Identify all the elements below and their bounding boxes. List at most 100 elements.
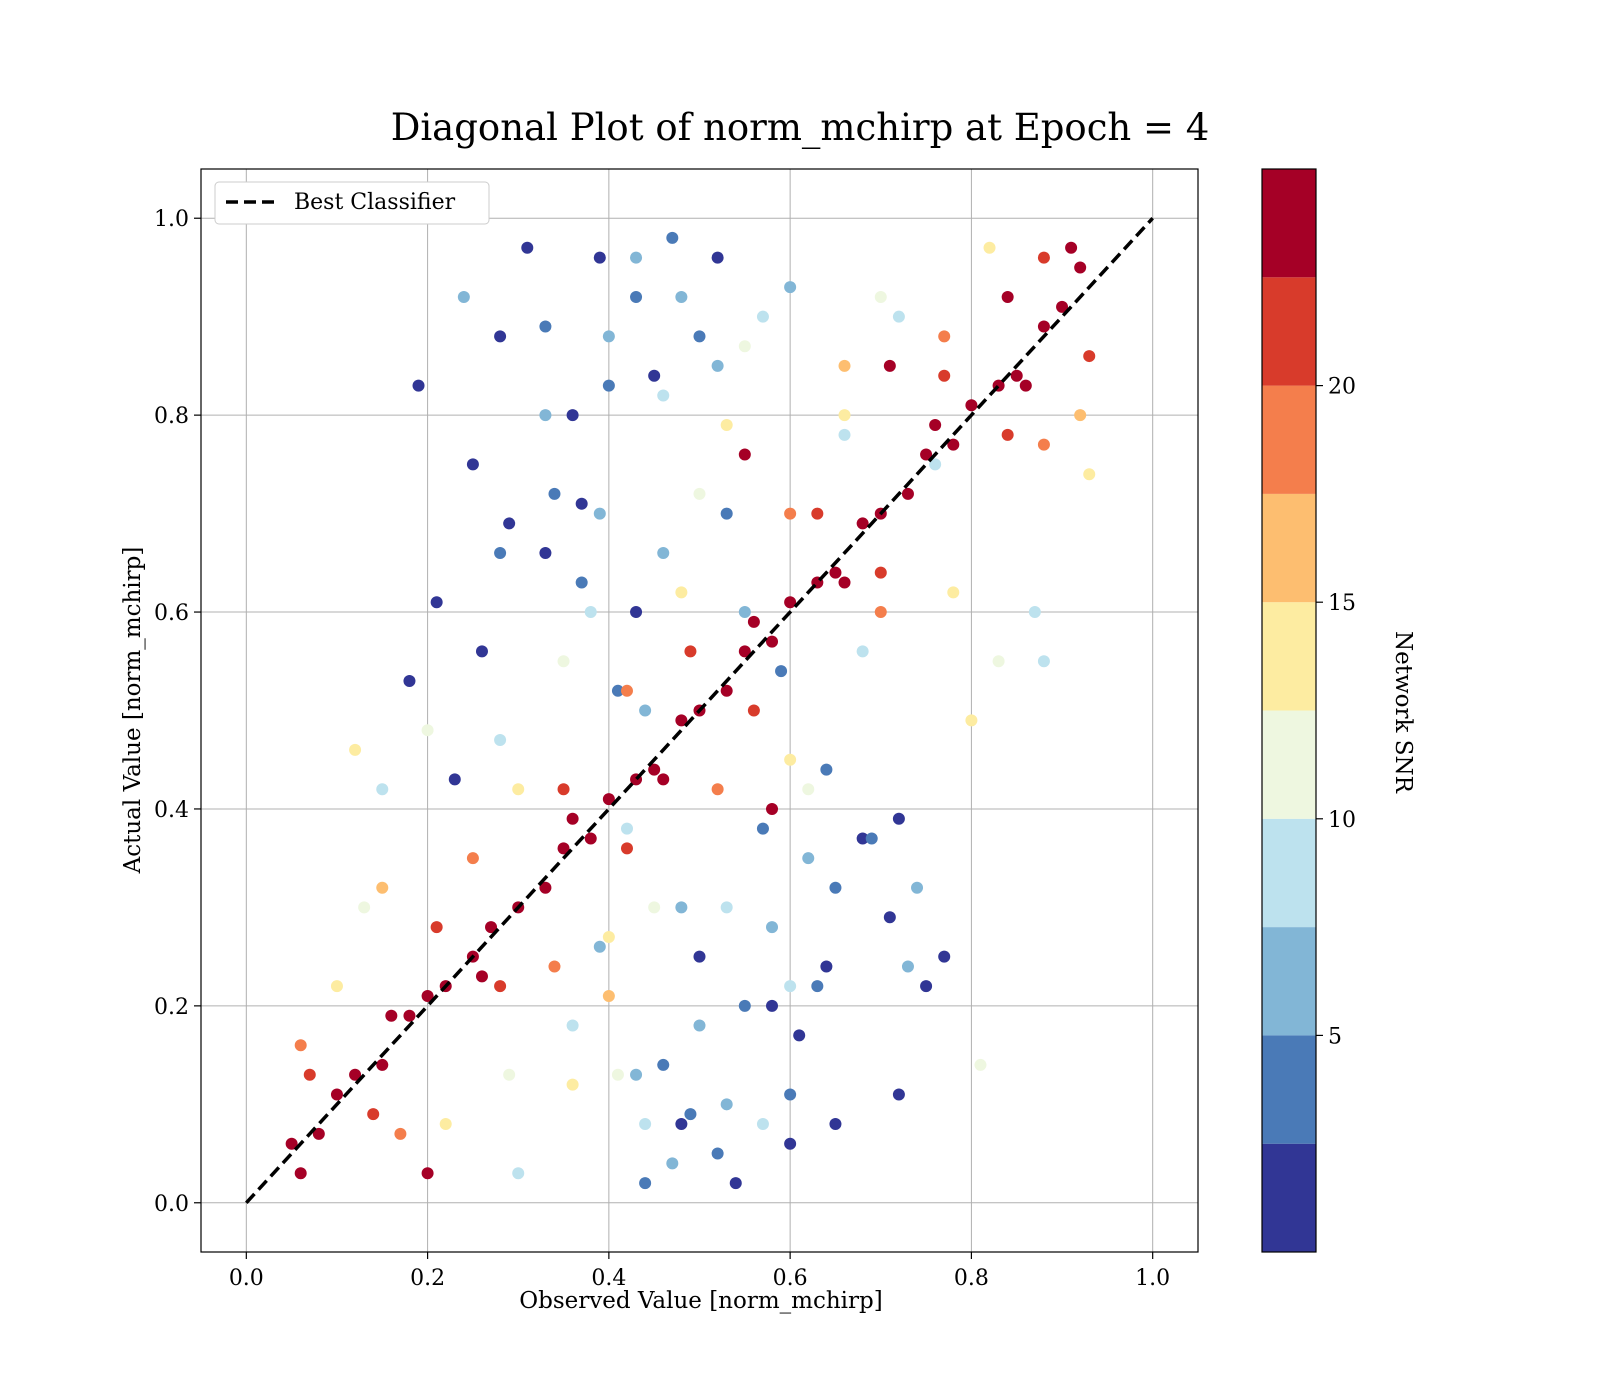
data-point — [503, 517, 516, 530]
data-point — [376, 783, 389, 796]
data-point — [657, 546, 670, 559]
data-point — [747, 704, 760, 717]
data-point — [575, 497, 588, 510]
legend: Best Classifier — [214, 181, 490, 225]
data-point — [639, 1118, 652, 1131]
data-point — [666, 1157, 679, 1170]
data-point — [557, 783, 570, 796]
data-point — [330, 1088, 343, 1101]
data-point — [756, 310, 769, 323]
data-point — [620, 842, 633, 855]
data-point — [693, 1019, 706, 1032]
data-point — [611, 684, 624, 697]
data-point — [539, 320, 552, 333]
data-point — [1010, 369, 1023, 382]
data-point — [675, 714, 688, 727]
data-point — [766, 921, 779, 934]
legend-label: Best Classifier — [294, 190, 456, 215]
data-point — [521, 241, 534, 254]
data-point — [1037, 655, 1050, 668]
data-point — [883, 911, 896, 924]
colorbar-band — [1262, 493, 1316, 603]
data-point — [911, 881, 924, 894]
data-point — [285, 1137, 298, 1150]
best-classifier-line — [245, 217, 1154, 1204]
data-point — [312, 1127, 325, 1140]
data-point — [1083, 468, 1096, 481]
data-point — [566, 812, 579, 825]
colorbar-band — [1262, 818, 1316, 928]
y-tick-label: 0.0 — [154, 1192, 189, 1217]
colorbar-band — [1262, 169, 1316, 278]
data-point — [684, 1108, 697, 1121]
data-point — [566, 1019, 579, 1032]
data-point — [938, 950, 951, 963]
data-point — [457, 290, 470, 303]
y-tick-label: 0.8 — [154, 404, 189, 429]
scatter-points — [285, 231, 1096, 1190]
data-point — [421, 1167, 434, 1180]
data-point — [838, 428, 851, 441]
x-tick-label: 0.4 — [591, 1266, 626, 1291]
data-point — [539, 409, 552, 422]
data-point — [820, 960, 833, 973]
data-point — [938, 330, 951, 343]
data-point — [892, 310, 905, 323]
data-point — [466, 458, 479, 471]
data-point — [675, 901, 688, 914]
data-point — [639, 1177, 652, 1190]
data-point — [738, 448, 751, 461]
data-point — [557, 655, 570, 668]
data-point — [630, 1068, 643, 1081]
colorbar-band — [1262, 1035, 1316, 1144]
y-axis-title: Actual Value [norm_mchirp] — [120, 547, 146, 875]
data-point — [784, 507, 797, 520]
data-point — [376, 1058, 389, 1071]
data-point — [929, 418, 942, 431]
colorbar: 5 10 15 20 — [1261, 168, 1356, 1253]
colorbar-band — [1262, 710, 1316, 819]
data-point — [901, 487, 914, 500]
data-point — [602, 990, 615, 1003]
data-point — [892, 1088, 905, 1101]
data-point — [838, 359, 851, 372]
data-point — [294, 1039, 307, 1052]
data-point — [512, 783, 525, 796]
data-point — [784, 281, 797, 294]
data-point — [1001, 428, 1014, 441]
colorbar-tick-label: 5 — [1328, 1024, 1342, 1049]
data-point — [938, 369, 951, 382]
data-point — [811, 980, 824, 993]
data-point — [720, 1098, 733, 1111]
data-point — [593, 940, 606, 953]
data-point — [675, 1118, 688, 1131]
data-point — [657, 1058, 670, 1071]
data-point — [983, 241, 996, 254]
data-point — [1074, 409, 1087, 422]
data-point — [675, 586, 688, 599]
data-point — [920, 448, 933, 461]
data-point — [548, 960, 561, 973]
data-point — [711, 251, 724, 264]
data-point — [693, 487, 706, 500]
data-point — [367, 1108, 380, 1121]
data-point — [648, 763, 661, 776]
data-point — [394, 1127, 407, 1140]
data-point — [575, 576, 588, 589]
data-point — [856, 832, 869, 845]
data-point — [865, 832, 878, 845]
data-point — [602, 793, 615, 806]
data-point — [974, 1058, 987, 1071]
data-point — [1037, 251, 1050, 264]
plot-frame — [200, 168, 1199, 1253]
data-point — [620, 684, 633, 697]
data-point — [965, 399, 978, 412]
x-tick-label: 0.6 — [773, 1266, 808, 1291]
data-point — [856, 645, 869, 658]
data-point — [503, 1068, 516, 1081]
y-tick-label: 1.0 — [154, 207, 189, 232]
data-point — [593, 507, 606, 520]
data-point — [947, 438, 960, 451]
data-point — [756, 822, 769, 835]
data-point — [657, 773, 670, 786]
